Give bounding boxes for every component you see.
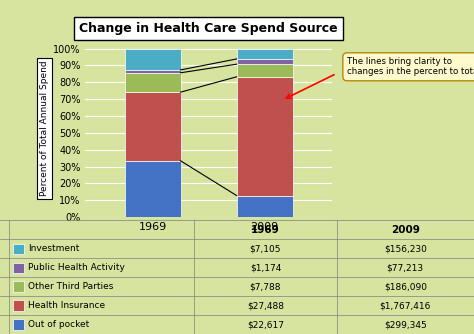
Bar xyxy=(13,319,24,330)
Bar xyxy=(125,70,181,73)
Bar xyxy=(13,300,24,311)
Text: Health Insurance: Health Insurance xyxy=(28,301,106,310)
Text: $7,788: $7,788 xyxy=(250,282,281,291)
Text: Investment: Investment xyxy=(28,244,80,253)
Bar xyxy=(237,64,292,77)
Text: $22,617: $22,617 xyxy=(247,320,284,329)
Text: The lines bring clarity to
changes in the percent to total.: The lines bring clarity to changes in th… xyxy=(347,57,474,76)
Bar xyxy=(13,263,24,273)
Text: 2009: 2009 xyxy=(391,225,419,235)
Text: $77,213: $77,213 xyxy=(387,263,424,272)
Y-axis label: Percent of Total Annual Spend: Percent of Total Annual Spend xyxy=(40,61,49,196)
Bar xyxy=(237,77,292,195)
Text: $1,767,416: $1,767,416 xyxy=(380,301,431,310)
Bar xyxy=(125,161,181,217)
Text: Other Third Parties: Other Third Parties xyxy=(28,282,114,291)
Text: Out of pocket: Out of pocket xyxy=(28,320,90,329)
Bar xyxy=(13,282,24,292)
Bar xyxy=(125,92,181,161)
Title: Change in Health Care Spend Source: Change in Health Care Spend Source xyxy=(79,22,338,35)
Bar xyxy=(237,195,292,217)
Bar xyxy=(237,59,292,64)
Text: $299,345: $299,345 xyxy=(384,320,427,329)
Text: Public Health Activity: Public Health Activity xyxy=(28,263,125,272)
Text: $7,105: $7,105 xyxy=(250,244,281,253)
Bar xyxy=(125,48,181,70)
Bar xyxy=(13,243,24,254)
Bar xyxy=(125,73,181,92)
Bar xyxy=(237,48,292,59)
Text: $1,174: $1,174 xyxy=(250,263,281,272)
Text: $27,488: $27,488 xyxy=(247,301,284,310)
Text: $186,090: $186,090 xyxy=(384,282,427,291)
Text: $156,230: $156,230 xyxy=(384,244,427,253)
Text: 1969: 1969 xyxy=(251,225,280,235)
